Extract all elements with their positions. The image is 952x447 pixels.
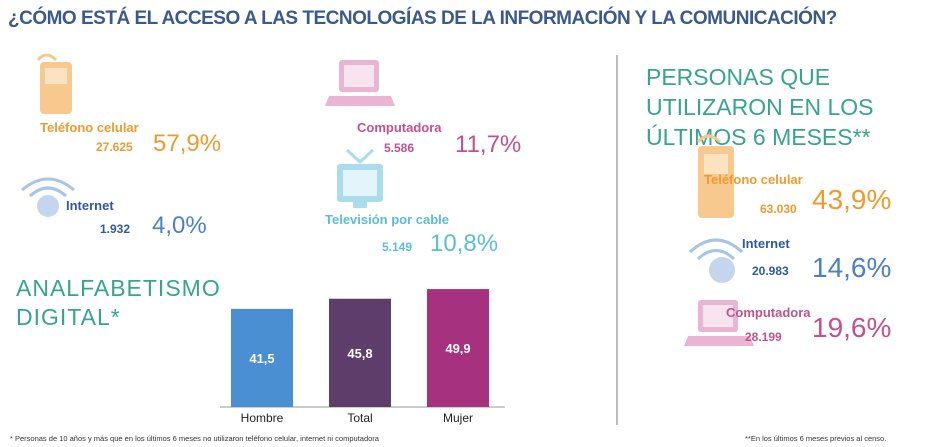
item-percent: 14,6% [812,252,892,283]
item-label: Televisión por cable [325,212,450,227]
x-tick-label: Mujer [443,411,473,425]
divider [616,55,618,425]
item-count: 1.932 [100,222,131,236]
bar-value-label: 41,5 [249,351,274,366]
chart-title: ANALFABETISMO DIGITAL* [16,275,221,330]
item-count: 5.586 [384,141,415,155]
footnote: **En los últimos 6 meses previos al cens… [745,434,887,443]
footnote: * Personas de 10 años y más que en los ú… [10,434,379,443]
usage-title: PERSONAS QUE UTILIZARON EN LOS ÚLTIMOS 6… [646,64,874,150]
bar [329,298,391,407]
item-count: 27.625 [96,140,133,154]
tv-icon [337,148,383,208]
item-label: Computadora [357,120,442,135]
item-count: 5.149 [382,240,413,254]
item-percent: 4,0% [152,212,207,239]
bar [427,289,489,407]
main-title: ¿CÓMO ESTÁ EL ACCESO A LAS TECNOLOGÍAS D… [8,8,837,29]
item-label: Teléfono celular [704,172,803,187]
item-percent: 43,9% [812,184,892,215]
item-label: Computadora [726,305,811,320]
internet-icon [688,238,744,283]
item-percent: 57,9% [153,130,222,157]
item-percent: 11,7% [455,131,522,158]
phone-icon [696,134,734,218]
internet-icon [21,177,75,217]
phone-icon [36,53,72,114]
item-count: 20.983 [752,264,789,278]
item-percent: 10,8% [430,230,499,257]
item-label: Teléfono celular [40,120,139,135]
item-label: Internet [66,198,114,213]
bar-value-label: 45,8 [347,346,372,361]
item-percent: 19,6% [812,312,892,343]
computer-icon [684,300,754,346]
item-label: Internet [742,236,790,251]
computer-icon [325,60,395,106]
item-count: 63.030 [760,202,797,216]
item-count: 28.199 [745,330,782,344]
bar-chart: 41,5 Hombre 45,8 Total 49,9 Mujer [220,289,505,425]
bar [231,308,293,407]
bar-value-label: 49,9 [445,341,470,356]
x-tick-label: Hombre [241,411,284,425]
x-tick-label: Total [347,411,372,425]
